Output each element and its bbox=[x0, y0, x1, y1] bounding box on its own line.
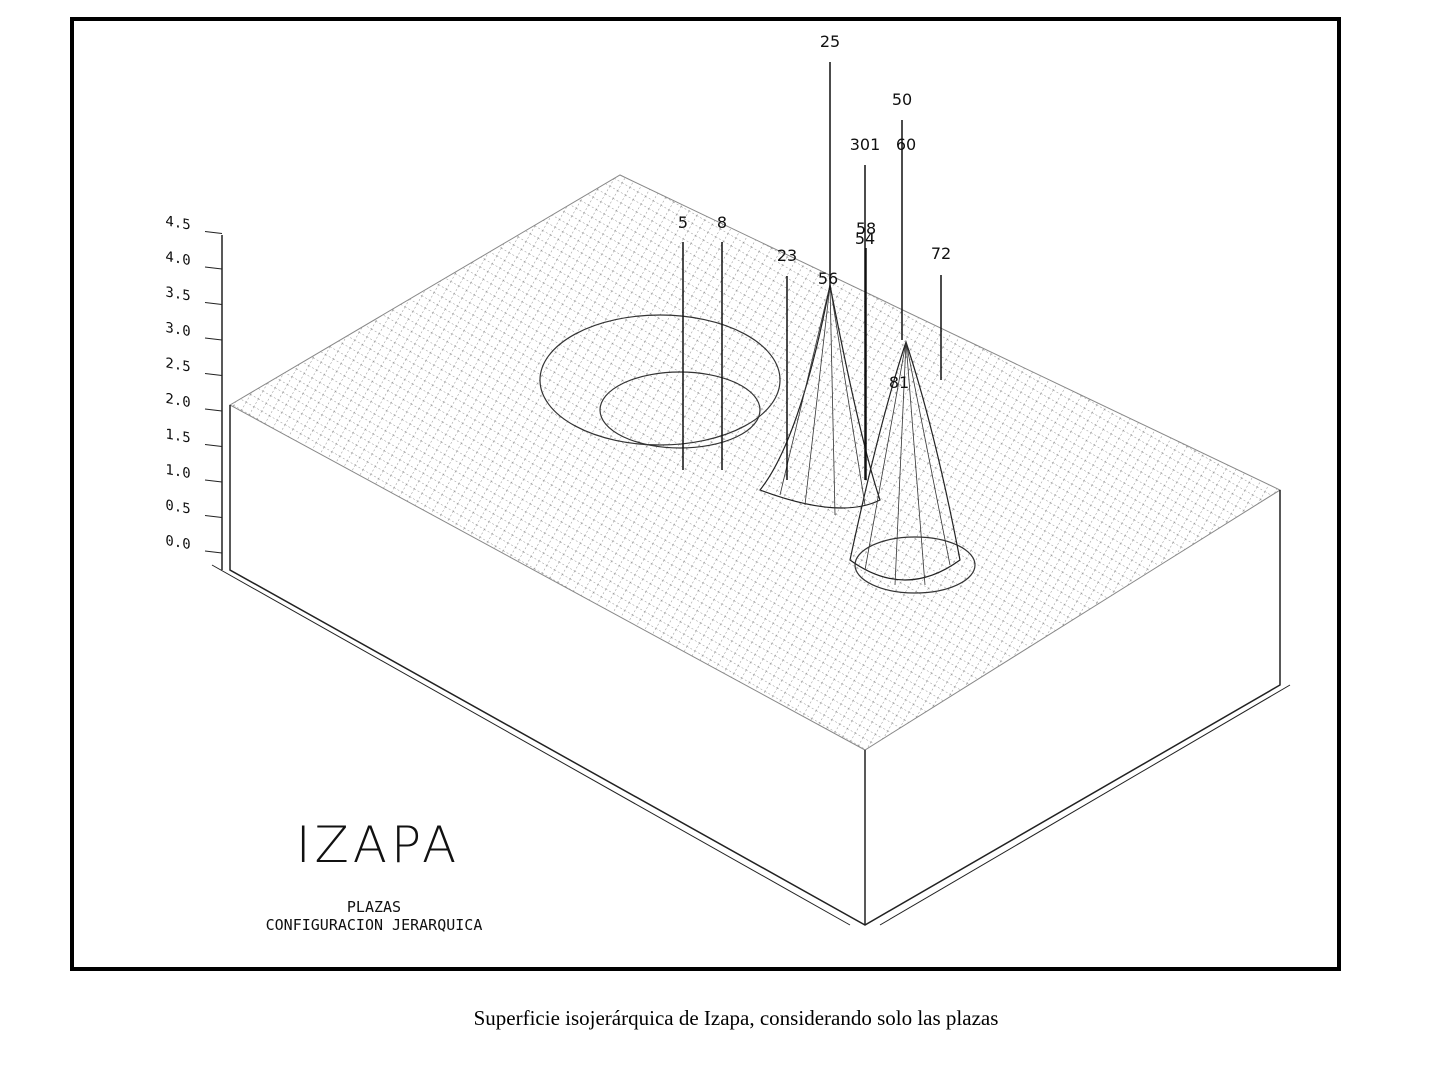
z-tick bbox=[204, 444, 223, 447]
peak-label: 8 bbox=[717, 213, 727, 232]
x-axis bbox=[211, 564, 851, 926]
peak-label: 50 bbox=[892, 90, 912, 109]
z-tick-label: 4.0 bbox=[165, 249, 190, 269]
peak-surface bbox=[849, 340, 961, 581]
z-tick-label: 1.5 bbox=[165, 426, 190, 446]
z-tick bbox=[204, 479, 223, 483]
z-tick bbox=[204, 515, 223, 518]
figure: IZAPA PLAZAS CONFIGURACION JERARQUICA 0.… bbox=[70, 17, 1341, 971]
peak-label: 58 bbox=[856, 219, 876, 238]
y-axis bbox=[879, 684, 1291, 926]
z-tick bbox=[204, 373, 223, 376]
peak-label: 23 bbox=[777, 246, 797, 265]
contour bbox=[539, 314, 781, 446]
z-tick bbox=[204, 408, 223, 412]
z-tick bbox=[204, 266, 223, 270]
caption: Superficie isojerárquica de Izapa, consi… bbox=[473, 1006, 999, 1030]
z-tick-label: 0.0 bbox=[165, 533, 190, 553]
z-tick-label: 2.5 bbox=[165, 355, 190, 375]
peak-mesh bbox=[779, 284, 951, 586]
z-tick-label: 4.5 bbox=[165, 213, 190, 233]
z-tick bbox=[204, 302, 223, 305]
frame bbox=[70, 17, 1341, 971]
peak-label: 54 bbox=[855, 229, 875, 248]
z-tick-label: 3.0 bbox=[165, 320, 190, 340]
peak-label: 81 bbox=[889, 373, 909, 392]
z-tick bbox=[204, 550, 223, 554]
peak-label: 301 bbox=[850, 135, 881, 154]
contour bbox=[599, 371, 761, 449]
z-tick-label: 0.5 bbox=[165, 497, 190, 517]
chart-title: IZAPA bbox=[296, 816, 460, 874]
contour bbox=[854, 536, 976, 594]
subtitle: CONFIGURACION JERARQUICA bbox=[266, 916, 483, 934]
z-tick-label: 2.0 bbox=[165, 391, 190, 411]
peak-label: 60 bbox=[896, 135, 916, 154]
z-tick bbox=[204, 337, 223, 341]
peak-label: 56 bbox=[818, 269, 838, 288]
peak-label: 5 bbox=[678, 213, 688, 232]
subtitle: PLAZAS bbox=[347, 898, 401, 916]
peak-surface bbox=[759, 284, 881, 509]
peak-label: 72 bbox=[931, 244, 951, 263]
z-tick bbox=[204, 231, 223, 234]
peak-label: 25 bbox=[820, 32, 840, 51]
z-tick-label: 3.5 bbox=[165, 284, 190, 304]
z-tick-label: 1.0 bbox=[165, 462, 190, 482]
